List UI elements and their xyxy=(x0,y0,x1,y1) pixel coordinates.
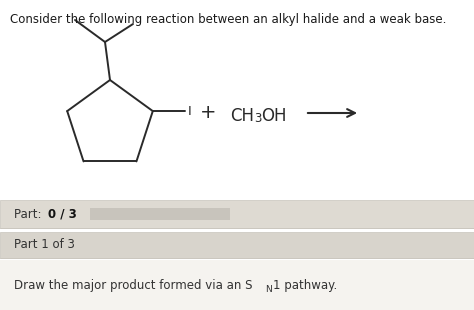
Text: Consider the following reaction between an alkyl halide and a weak base.: Consider the following reaction between … xyxy=(10,13,447,26)
Bar xyxy=(90,208,230,220)
Text: 1 pathway.: 1 pathway. xyxy=(273,278,337,291)
Bar xyxy=(0,260,474,310)
Bar xyxy=(0,200,474,228)
Text: Part:: Part: xyxy=(14,207,45,220)
Text: Draw the major product formed via an S: Draw the major product formed via an S xyxy=(14,278,253,291)
Text: OH: OH xyxy=(261,107,286,125)
Text: I: I xyxy=(188,104,191,117)
Bar xyxy=(0,232,474,258)
Text: N: N xyxy=(265,285,272,294)
Text: Part 1 of 3: Part 1 of 3 xyxy=(14,238,75,251)
Text: 0 / 3: 0 / 3 xyxy=(48,207,77,220)
Text: CH: CH xyxy=(230,107,254,125)
Text: +: + xyxy=(200,103,216,122)
Text: 3: 3 xyxy=(254,112,261,125)
